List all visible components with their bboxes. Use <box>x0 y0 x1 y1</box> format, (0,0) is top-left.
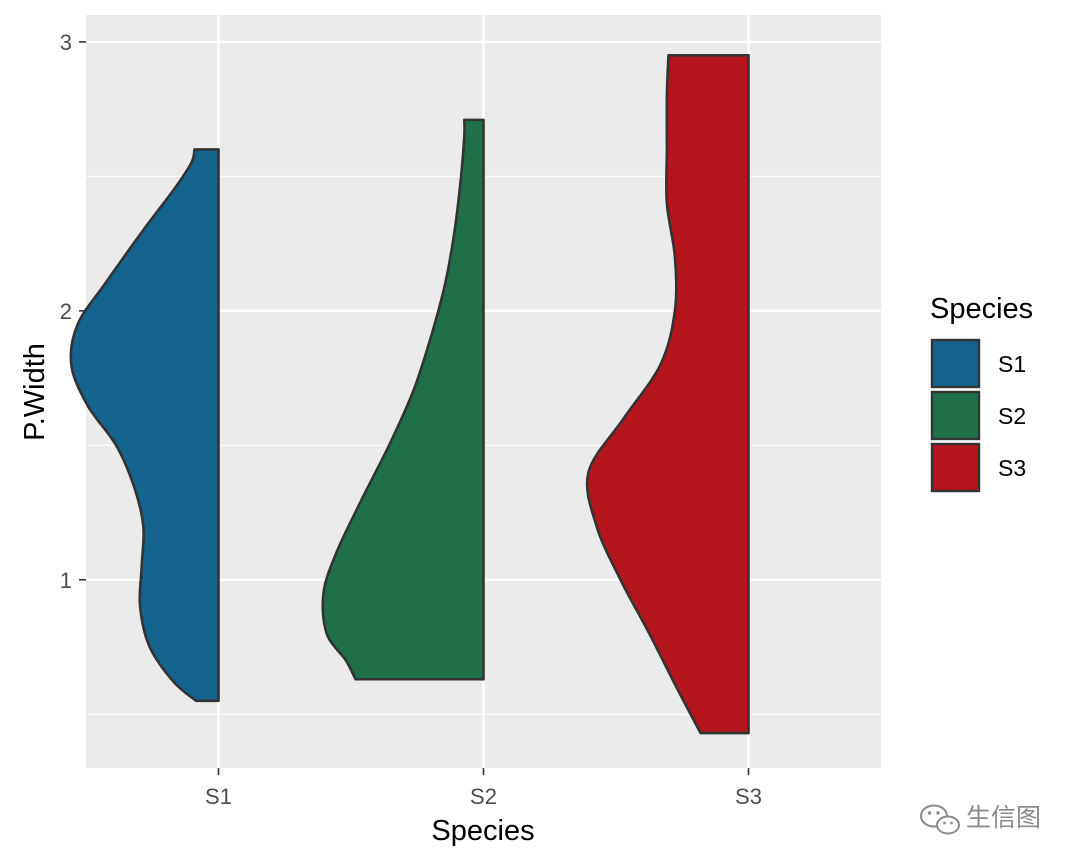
legend-key-s1 <box>930 338 981 389</box>
y-tick-label: 3 <box>60 30 72 55</box>
legend-key-s2 <box>930 390 981 441</box>
x-tick-label: S1 <box>205 784 232 809</box>
y-axis-title: P.Width <box>19 343 51 441</box>
watermark-text: 生信图 <box>966 803 1041 832</box>
violin-layer <box>69 54 750 735</box>
legend-label: S3 <box>998 455 1026 481</box>
y-axis: 1 2 3 <box>60 30 86 593</box>
legend-key-s3 <box>930 442 981 493</box>
wechat-icon <box>920 804 960 835</box>
watermark: 生信图 <box>920 803 1041 835</box>
y-tick-label: 2 <box>60 299 72 324</box>
violin-s1 <box>69 148 220 703</box>
legend: Species S1 S2 S3 <box>930 293 1033 493</box>
violin-s3 <box>585 54 750 735</box>
x-tick-label: S2 <box>470 784 497 809</box>
x-axis: S1 S2 S3 <box>205 768 762 809</box>
y-tick-label: 1 <box>60 568 72 593</box>
violin-s2 <box>321 118 485 681</box>
legend-title: Species <box>930 293 1033 325</box>
legend-label: S1 <box>998 351 1026 377</box>
legend-label: S2 <box>998 403 1026 429</box>
x-axis-title: Species <box>431 815 534 847</box>
x-tick-label: S3 <box>735 784 762 809</box>
